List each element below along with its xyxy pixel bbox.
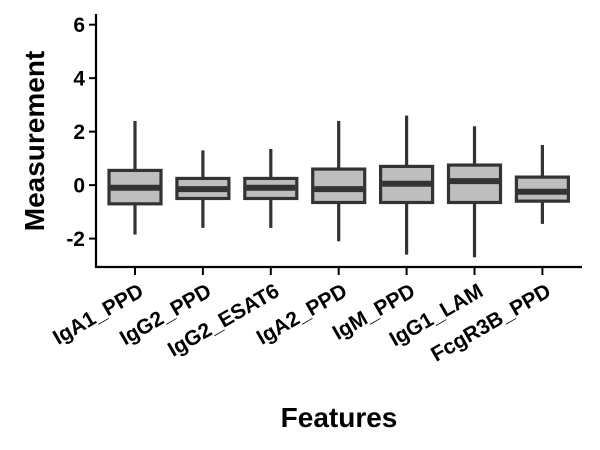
box-IgG1_LAM bbox=[446, 126, 503, 258]
boxes-layer bbox=[107, 115, 571, 258]
y-tick-label: 4 bbox=[73, 68, 85, 91]
box-FcgR3B_PPD bbox=[514, 145, 571, 224]
x-axis-title: Features bbox=[281, 402, 398, 433]
y-tick-label: 2 bbox=[73, 121, 85, 144]
x-axis-ticks: IgA1_PPDIgG2_PPDIgG2_ESAT6IgA2_PPDIgM_PP… bbox=[49, 268, 555, 366]
y-axis-ticks: -2 0 2 4 6 bbox=[66, 14, 96, 251]
box-IgG2_PPD bbox=[175, 150, 231, 228]
box-IgA1_PPD bbox=[107, 120, 163, 235]
y-tick-label: 6 bbox=[73, 14, 85, 37]
y-tick-label: 0 bbox=[73, 175, 85, 198]
box-IgG2_ESAT6 bbox=[243, 149, 299, 228]
box-IgM_PPD bbox=[379, 115, 435, 255]
y-axis-title: Measurement bbox=[19, 51, 50, 232]
box-body bbox=[311, 167, 367, 205]
y-tick-label: -2 bbox=[66, 228, 85, 251]
box-IgA2_PPD bbox=[311, 120, 367, 242]
x-tick-label: FcgR3B_PPD bbox=[427, 279, 555, 366]
